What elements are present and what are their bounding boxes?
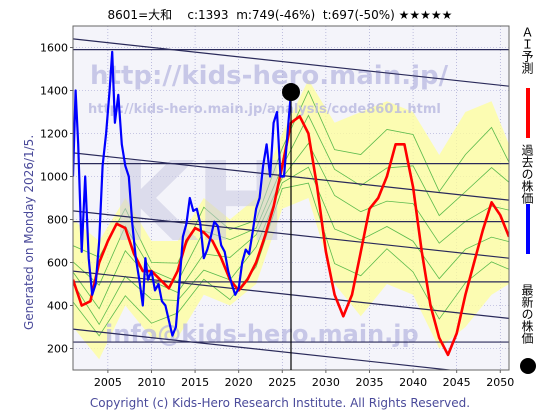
y-tick-label: 1000 <box>40 171 68 184</box>
watermark-email: info@kids-hero.main.jp <box>105 320 419 348</box>
band-line <box>73 114 509 286</box>
latest-marker <box>282 83 300 370</box>
y-tick-label: 1400 <box>40 85 68 98</box>
x-tick-label: 2015 <box>181 376 209 389</box>
y-tick-label: 800 <box>47 214 68 227</box>
band-area <box>73 79 509 360</box>
y-tick-label: 400 <box>47 300 68 313</box>
y-tick-label: 1600 <box>40 42 68 55</box>
channel-line <box>73 38 509 87</box>
x-tick-label: 2020 <box>225 376 253 389</box>
legend-past-label: 過去の株価 <box>520 144 534 204</box>
legend-past-swatch <box>526 204 530 254</box>
band-line <box>73 182 509 337</box>
watermarks: KH http://kids-hero.main.jp/ http://kids… <box>88 61 449 348</box>
legend-forecast-label: ＡＩ予測 <box>520 26 534 74</box>
legend: ＡＩ予測 過去の株価 最新の株価 <box>516 26 540 386</box>
series-past-line <box>73 50 293 337</box>
x-tick-label: 2025 <box>268 376 296 389</box>
watermark-url: http://kids-hero.main.jp/ <box>90 61 449 91</box>
band-line <box>73 166 509 326</box>
x-tick-label: 2005 <box>94 376 122 389</box>
x-tick-label: 2040 <box>399 376 427 389</box>
legend-latest-label: 最新の株価 <box>520 284 534 344</box>
x-tick-label: 2010 <box>137 376 165 389</box>
latest-point <box>282 83 300 102</box>
x-tick-label: 2045 <box>443 376 471 389</box>
watermark-url-small: http://kids-hero.main.jp/analysis/code86… <box>88 102 441 117</box>
legend-forecast-swatch <box>526 88 530 138</box>
y-tick-label: 200 <box>47 343 68 356</box>
generated-note: Generated on Monday 2026/1/5. <box>22 134 36 330</box>
copyright-footer: Copyright (c) Kids-Hero Research Institu… <box>89 396 471 410</box>
axes: 200 400 600 800 1000 1200 1400 1600 2005 2010 2015… <box>40 25 514 389</box>
x-tick-label: 2050 <box>486 376 514 389</box>
x-tick-label: 2035 <box>355 376 383 389</box>
legend-latest-dot <box>520 358 536 374</box>
y-tick-label: 1200 <box>40 128 68 141</box>
y-tick-label: 600 <box>47 257 68 270</box>
x-tick-label: 2030 <box>312 376 340 389</box>
chart-header: 8601=大和 c:1393 m:749(-46%) t:697(-50%) ★… <box>107 8 453 22</box>
